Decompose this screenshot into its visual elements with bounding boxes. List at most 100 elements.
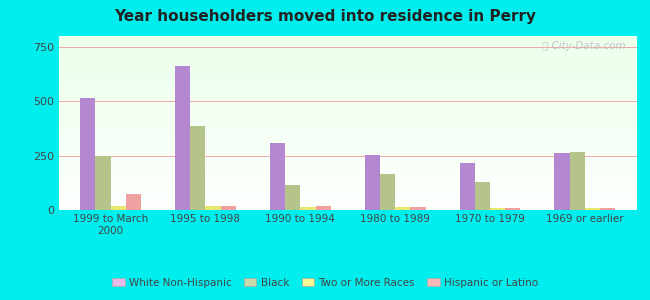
Bar	[58, 47, 637, 48]
Bar	[58, 93, 637, 94]
Bar	[58, 153, 637, 154]
Bar	[58, 106, 637, 107]
Bar	[58, 80, 637, 81]
Bar	[205, 206, 220, 210]
Bar	[58, 70, 637, 71]
Bar	[58, 108, 637, 109]
Bar	[58, 116, 637, 117]
Bar	[58, 171, 637, 172]
Bar	[58, 180, 637, 181]
Bar	[58, 125, 637, 126]
Bar	[58, 183, 637, 184]
Bar	[58, 194, 637, 195]
Bar	[58, 59, 637, 60]
Bar	[58, 61, 637, 62]
Bar	[58, 91, 637, 92]
Bar	[58, 105, 637, 106]
Bar	[58, 128, 637, 129]
Bar	[58, 195, 637, 196]
Bar	[58, 155, 637, 156]
Bar	[58, 149, 637, 150]
Bar	[58, 96, 637, 97]
Bar	[58, 107, 637, 108]
Bar	[58, 103, 637, 104]
Bar	[380, 174, 395, 210]
Bar	[58, 208, 637, 209]
Bar	[395, 207, 410, 210]
Bar	[58, 191, 637, 192]
Bar	[58, 49, 637, 50]
Bar	[569, 152, 585, 210]
Bar	[58, 204, 637, 205]
Bar	[58, 147, 637, 148]
Bar	[58, 135, 637, 136]
Bar	[58, 129, 637, 130]
Bar	[58, 124, 637, 125]
Bar	[58, 196, 637, 197]
Bar	[58, 61, 637, 62]
Bar	[58, 120, 637, 121]
Bar	[554, 154, 569, 210]
Bar	[58, 118, 637, 119]
Bar	[58, 145, 637, 146]
Bar	[58, 134, 637, 135]
Bar	[58, 115, 637, 116]
Bar	[58, 92, 637, 93]
Bar	[58, 56, 637, 57]
Bar	[58, 63, 637, 64]
Bar	[58, 206, 637, 207]
Bar	[58, 114, 637, 115]
Text: Year householders moved into residence in Perry: Year householders moved into residence i…	[114, 9, 536, 24]
Bar	[58, 113, 637, 114]
Bar	[58, 71, 637, 72]
Bar	[58, 123, 637, 124]
Bar	[58, 48, 637, 49]
Bar	[111, 206, 126, 210]
Bar	[58, 37, 637, 38]
Bar	[58, 178, 637, 179]
Bar	[58, 117, 637, 118]
Bar	[58, 44, 637, 45]
Bar	[58, 163, 637, 164]
Bar	[58, 87, 637, 88]
Bar	[58, 121, 637, 122]
Bar	[58, 190, 637, 191]
Bar	[460, 163, 475, 210]
Bar	[58, 167, 637, 168]
Bar	[58, 193, 637, 194]
Bar	[58, 88, 637, 89]
Bar	[58, 119, 637, 120]
Bar	[58, 161, 637, 162]
Bar	[58, 168, 637, 169]
Bar	[58, 75, 637, 76]
Bar	[58, 60, 637, 61]
Bar	[58, 126, 637, 127]
Bar	[58, 162, 637, 163]
Bar	[58, 104, 637, 105]
Bar	[58, 199, 637, 200]
Bar	[58, 175, 637, 176]
Bar	[58, 164, 637, 165]
Bar	[58, 150, 637, 151]
Bar	[58, 90, 637, 91]
Bar	[58, 95, 637, 96]
Bar	[58, 177, 637, 178]
Bar	[58, 170, 637, 171]
Bar	[58, 182, 637, 183]
Bar	[58, 154, 637, 155]
Bar	[58, 58, 637, 59]
Bar	[270, 142, 285, 210]
Bar	[58, 200, 637, 201]
Bar	[58, 109, 637, 110]
Bar	[58, 209, 637, 210]
Bar	[58, 165, 637, 166]
Bar	[285, 185, 300, 210]
Bar	[58, 137, 637, 138]
Bar	[58, 184, 637, 185]
Bar	[58, 169, 637, 170]
Bar	[58, 151, 637, 152]
Bar	[58, 40, 637, 41]
Bar	[58, 174, 637, 175]
Bar	[58, 50, 637, 51]
Bar	[58, 72, 637, 73]
